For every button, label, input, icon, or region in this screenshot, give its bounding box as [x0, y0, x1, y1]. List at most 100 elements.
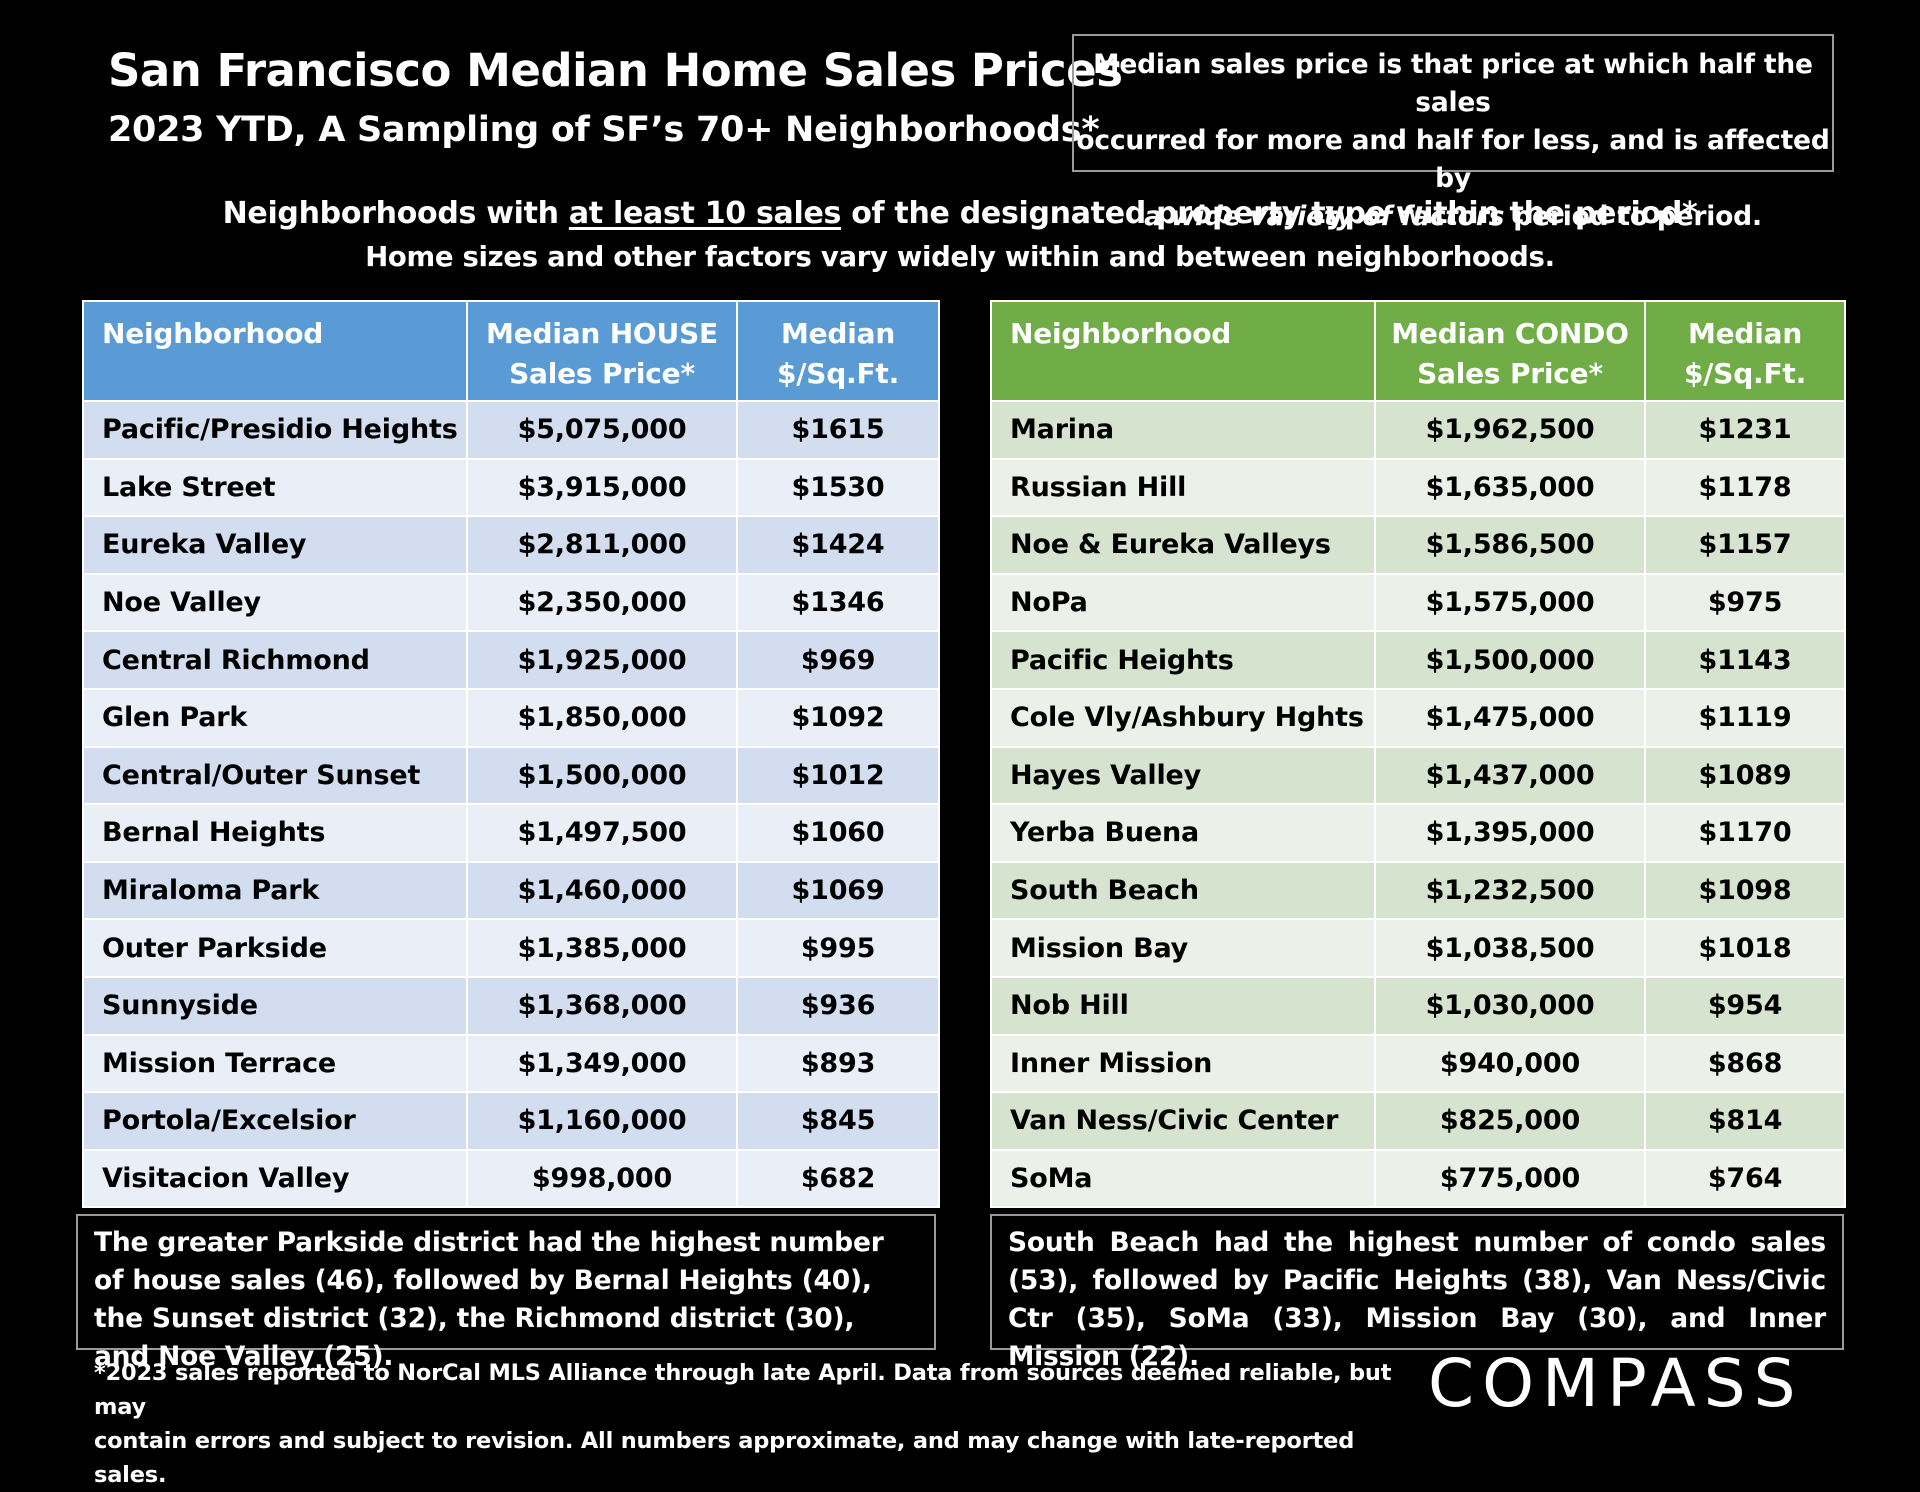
criteria-pre: Neighborhoods with [222, 196, 569, 231]
house-neighborhood-cell: Outer Parkside [82, 918, 468, 978]
house-table-row: Eureka Valley $2,811,000 $1424 [82, 515, 940, 575]
condo-neighborhood-cell: Noe & Eureka Valleys [990, 515, 1376, 575]
house-median-price-cell: $1,385,000 [466, 918, 738, 978]
house-col-sqft-header: Median $/Sq.Ft. [736, 300, 940, 402]
condo-median-price-cell: $775,000 [1374, 1148, 1646, 1209]
house-col-price-header-l2: Sales Price* [509, 357, 695, 390]
house-neighborhood-cell: Pacific/Presidio Heights [82, 400, 468, 460]
note-line-3: a wide variety of factors period to peri… [1074, 198, 1832, 236]
condo-median-price-cell: $1,635,000 [1374, 457, 1646, 518]
house-median-price-per-sqft-cell: $995 [736, 918, 940, 978]
condo-table-row: Cole Vly/Ashbury Hghts $1,475,000 $1119 [990, 687, 1846, 748]
criteria-line-1: Neighborhoods with at least 10 sales of … [0, 190, 1920, 238]
house-table-row: Glen Park $1,850,000 $1092 [82, 687, 940, 748]
house-median-price-per-sqft-cell: $893 [736, 1033, 940, 1094]
house-median-price-per-sqft-cell: $936 [736, 975, 940, 1036]
condo-sales-summary: South Beach had the highest number of co… [990, 1214, 1844, 1372]
condo-prices-table: Neighborhood Median CONDO Sales Price* Me… [990, 300, 1846, 1209]
condo-median-price-per-sqft-cell: $1143 [1644, 630, 1846, 690]
house-median-price-per-sqft-cell: $1346 [736, 572, 940, 633]
condo-neighborhood-cell: SoMa [990, 1148, 1376, 1209]
footnote-line-1: *2023 sales reported to NorCal MLS Allia… [94, 1360, 1392, 1420]
condo-neighborhood-cell: Nob Hill [990, 975, 1376, 1036]
condo-table-row: SoMa $775,000 $764 [990, 1148, 1846, 1209]
house-median-price-cell: $998,000 [466, 1148, 738, 1209]
condo-median-price-cell: $825,000 [1374, 1091, 1646, 1151]
house-table-body: Pacific/Presidio Heights $5,075,000 $1615 L… [82, 400, 940, 1209]
condo-median-price-cell: $1,500,000 [1374, 630, 1646, 690]
house-table-row: Mission Terrace $1,349,000 $893 [82, 1033, 940, 1094]
house-median-price-cell: $1,500,000 [466, 745, 738, 806]
condo-median-price-per-sqft-cell: $954 [1644, 975, 1846, 1036]
condo-neighborhood-cell: NoPa [990, 572, 1376, 633]
condo-neighborhood-cell: Hayes Valley [990, 745, 1376, 806]
condo-table-row: Mission Bay $1,038,500 $1018 [990, 918, 1846, 978]
house-median-price-per-sqft-cell: $1092 [736, 687, 940, 748]
condo-median-price-per-sqft-cell: $1018 [1644, 918, 1846, 978]
house-col-sqft-header-l2: $/Sq.Ft. [776, 357, 900, 390]
house-median-price-per-sqft-cell: $1069 [736, 860, 940, 921]
house-neighborhood-cell: Glen Park [82, 687, 468, 748]
footnote: *2023 sales reported to NorCal MLS Allia… [94, 1356, 1424, 1492]
house-neighborhood-cell: Noe Valley [82, 572, 468, 633]
condo-neighborhood-cell: Yerba Buena [990, 803, 1376, 863]
condo-col-neighborhood-header: Neighborhood [990, 300, 1376, 402]
house-table-row: Central/Outer Sunset $1,500,000 $1012 [82, 745, 940, 806]
condo-col-sqft-header: Median $/Sq.Ft. [1644, 300, 1846, 402]
house-median-price-per-sqft-cell: $1060 [736, 803, 940, 863]
house-median-price-cell: $1,460,000 [466, 860, 738, 921]
footnote-line-2: contain errors and subject to revision. … [94, 1428, 1355, 1488]
median-definition-note: Median sales price is that price at whic… [1072, 34, 1834, 232]
house-median-price-per-sqft-cell: $1615 [736, 400, 940, 460]
criteria-underlined: at least 10 sales [568, 196, 842, 231]
condo-neighborhood-cell: Mission Bay [990, 918, 1376, 978]
condo-median-price-cell: $1,475,000 [1374, 687, 1646, 748]
condo-median-price-cell: $1,437,000 [1374, 745, 1646, 806]
condo-median-price-per-sqft-cell: $1170 [1644, 803, 1846, 863]
criteria-line-2: Home sizes and other factors vary widely… [365, 241, 1555, 273]
note-line-2: occurred for more and half for less, and… [1076, 125, 1830, 194]
criteria-post: of the designated property type within t… [841, 196, 1698, 231]
house-median-price-cell: $1,497,500 [466, 803, 738, 863]
house-median-price-cell: $5,075,000 [466, 400, 738, 460]
house-median-price-per-sqft-cell: $845 [736, 1091, 940, 1151]
house-table-row: Outer Parkside $1,385,000 $995 [82, 918, 940, 978]
house-table-row: Bernal Heights $1,497,500 $1060 [82, 803, 940, 863]
condo-col-sqft-header-l2: $/Sq.Ft. [1683, 357, 1807, 390]
condo-table-row: Pacific Heights $1,500,000 $1143 [990, 630, 1846, 690]
house-neighborhood-cell: Central Richmond [82, 630, 468, 690]
note-line-3-rest: period to period. [1504, 201, 1762, 232]
condo-median-price-per-sqft-cell: $1119 [1644, 687, 1846, 748]
condo-table-row: Yerba Buena $1,395,000 $1170 [990, 803, 1846, 863]
condo-median-price-cell: $1,232,500 [1374, 860, 1646, 921]
condo-table-body: Marina $1,962,500 $1231 Russian Hill $1,635,… [990, 400, 1846, 1209]
condo-table-row: NoPa $1,575,000 $975 [990, 572, 1846, 633]
house-col-neighborhood-header: Neighborhood [82, 300, 468, 402]
condo-table-row: Nob Hill $1,030,000 $954 [990, 975, 1846, 1036]
title-block: San Francisco Median Home Sales Prices 2… [108, 40, 1123, 158]
condo-median-price-per-sqft-cell: $1231 [1644, 400, 1846, 460]
condo-median-price-per-sqft-cell: $1089 [1644, 745, 1846, 806]
house-prices-table: Neighborhood Median HOUSE Sales Price* Me… [82, 300, 940, 1209]
house-table-row: Noe Valley $2,350,000 $1346 [82, 572, 940, 633]
house-median-price-per-sqft-cell: $1530 [736, 457, 940, 518]
condo-median-price-cell: $1,395,000 [1374, 803, 1646, 863]
house-table-row: Portola/Excelsior $1,160,000 $845 [82, 1091, 940, 1151]
house-median-price-cell: $1,160,000 [466, 1091, 738, 1151]
condo-table-row: South Beach $1,232,500 $1098 [990, 860, 1846, 921]
house-neighborhood-cell: Bernal Heights [82, 803, 468, 863]
house-median-price-cell: $1,349,000 [466, 1033, 738, 1094]
condo-col-price-header: Median CONDO Sales Price* [1374, 300, 1646, 402]
house-median-price-cell: $2,811,000 [466, 515, 738, 575]
condo-median-price-cell: $1,575,000 [1374, 572, 1646, 633]
page-subtitle: 2023 YTD, A Sampling of SF’s 70+ Neighbo… [108, 110, 1100, 150]
page-title: San Francisco Median Home Sales Prices [108, 44, 1123, 97]
house-table-row: Pacific/Presidio Heights $5,075,000 $1615 [82, 400, 940, 460]
house-neighborhood-cell: Mission Terrace [82, 1033, 468, 1094]
house-median-price-per-sqft-cell: $969 [736, 630, 940, 690]
condo-neighborhood-cell: Inner Mission [990, 1033, 1376, 1094]
house-neighborhood-cell: Lake Street [82, 457, 468, 518]
condo-median-price-per-sqft-cell: $814 [1644, 1091, 1846, 1151]
house-col-price-header: Median HOUSE Sales Price* [466, 300, 738, 402]
condo-median-price-per-sqft-cell: $764 [1644, 1148, 1846, 1209]
